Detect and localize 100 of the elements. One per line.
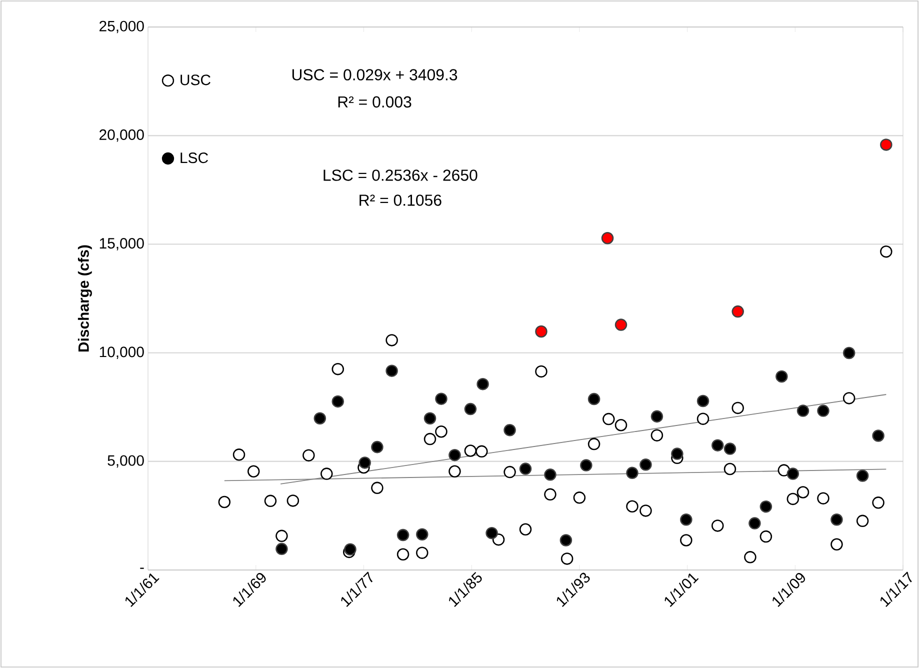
point — [796, 486, 810, 498]
point — [560, 534, 572, 546]
point — [696, 412, 710, 425]
point — [880, 138, 892, 151]
point — [856, 514, 869, 528]
point — [448, 465, 461, 478]
y-tick-label: 25,000 — [100, 20, 144, 34]
point — [504, 424, 516, 436]
point — [560, 552, 574, 565]
point — [680, 534, 692, 546]
point — [476, 445, 488, 458]
point — [544, 488, 556, 501]
annotation: R² = 0.003 — [338, 96, 412, 108]
point — [680, 513, 692, 526]
point — [696, 394, 710, 408]
point — [314, 412, 326, 425]
point — [650, 429, 664, 442]
point — [817, 404, 830, 417]
point — [464, 444, 477, 457]
point — [724, 442, 736, 455]
y-tick-label: 20,000 — [100, 129, 144, 142]
point — [504, 466, 516, 478]
point — [830, 538, 843, 550]
point — [519, 462, 532, 475]
point — [842, 346, 856, 360]
point — [640, 458, 652, 471]
point — [796, 404, 810, 417]
point — [778, 464, 790, 476]
point — [218, 496, 231, 508]
point — [424, 432, 436, 446]
point — [435, 426, 448, 438]
point — [711, 520, 724, 532]
point — [276, 530, 288, 542]
point — [776, 370, 788, 383]
point — [588, 438, 600, 450]
annotation: LSC = 0.2536x - 2650 — [324, 170, 478, 181]
point — [872, 430, 884, 442]
point — [344, 543, 356, 556]
annotation: USC = 0.029x + 3409.3 — [292, 69, 458, 80]
point — [332, 395, 344, 408]
point — [732, 305, 744, 318]
point — [573, 492, 586, 504]
y-tick-label: 10,000 — [100, 346, 144, 359]
point — [601, 232, 614, 244]
y-tick-label: 15,000 — [100, 238, 144, 250]
point — [464, 402, 477, 416]
point — [830, 513, 843, 526]
point — [842, 392, 856, 404]
point — [724, 462, 736, 476]
y-axis-title: Discharge (cfs) — [78, 245, 92, 352]
point — [856, 470, 869, 482]
point — [544, 468, 556, 481]
point — [519, 523, 532, 536]
point — [580, 459, 592, 472]
point — [602, 412, 615, 426]
point — [732, 402, 744, 414]
point — [320, 468, 333, 480]
point — [640, 504, 652, 517]
point — [748, 517, 761, 530]
point — [588, 392, 600, 406]
point — [435, 392, 448, 405]
point — [386, 364, 398, 377]
point — [416, 546, 428, 559]
point — [247, 465, 260, 478]
point — [264, 494, 277, 508]
point — [358, 456, 371, 469]
point — [535, 365, 548, 378]
point — [614, 418, 628, 432]
point — [880, 245, 892, 258]
point — [535, 325, 548, 338]
point — [760, 530, 772, 543]
point — [332, 362, 344, 376]
point — [760, 500, 772, 513]
y-tick-label: 5,000 — [108, 455, 144, 468]
point — [396, 548, 410, 560]
point — [476, 378, 489, 390]
y-tick-label: - — [140, 568, 144, 569]
point — [302, 449, 315, 462]
point — [786, 468, 800, 480]
annotation: R² = 0.1056 — [360, 194, 442, 206]
legend-label: LSC — [180, 152, 208, 164]
point — [626, 466, 638, 480]
point — [424, 412, 436, 425]
point — [817, 492, 830, 504]
point — [396, 528, 410, 542]
point — [276, 542, 288, 556]
point — [371, 482, 384, 494]
point — [416, 528, 428, 541]
point — [232, 448, 246, 461]
point — [872, 496, 884, 509]
point — [650, 410, 664, 423]
point — [786, 492, 800, 506]
point — [386, 334, 398, 346]
point — [626, 500, 638, 512]
point — [744, 551, 756, 564]
point — [371, 440, 384, 454]
point — [614, 318, 628, 331]
point — [286, 494, 300, 507]
point — [486, 526, 498, 540]
legend-label: USC — [180, 74, 210, 86]
